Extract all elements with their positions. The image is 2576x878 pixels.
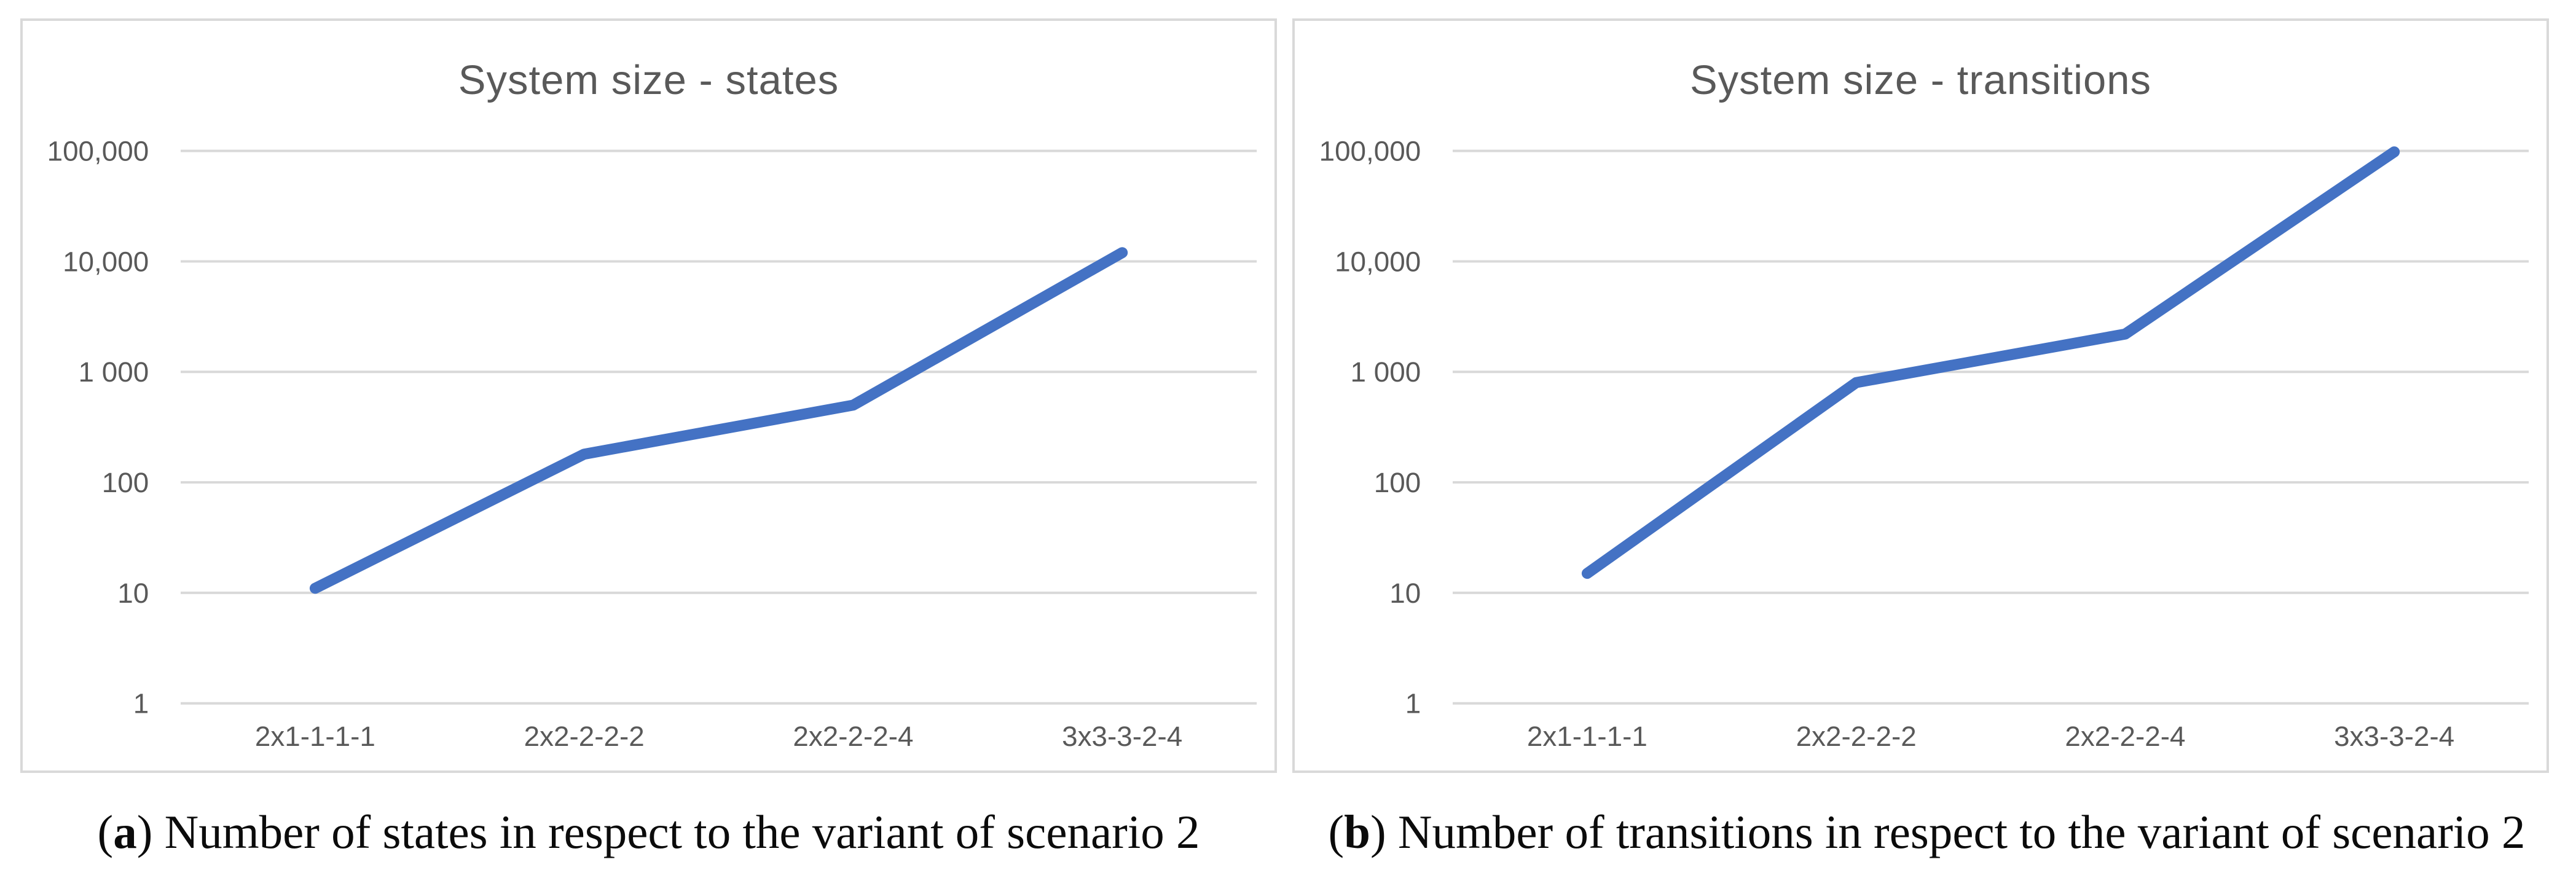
y-tick-label: 1 000 xyxy=(1351,356,1421,388)
x-category-label: 2x1-1-1-1 xyxy=(255,721,375,752)
y-tick-label: 1 xyxy=(1405,688,1421,719)
x-category-label: 3x3-3-2-4 xyxy=(2334,721,2454,752)
chart-panel-transitions: System size - transitions 100,000 10,000 1… xyxy=(1292,18,2549,773)
caption-a: (a) Number of states in respect to the v… xyxy=(8,805,1289,872)
caption-b-paren-open: ( xyxy=(1328,805,1345,858)
y-tick-label: 10,000 xyxy=(63,246,149,277)
caption-b: (b) Number of transitions in respect to … xyxy=(1286,805,2567,872)
chart-title-transitions: System size - transitions xyxy=(1689,57,2152,103)
line-chart-states: 100,000 10,000 1 000 100 10 1 2x1-1-1-1 2x2-2-2… xyxy=(47,136,1257,752)
x-category-label: 2x2-2-2-2 xyxy=(1796,721,1917,752)
caption-a-paren-open: ( xyxy=(97,805,114,858)
y-tick-label: 1 xyxy=(133,688,149,719)
y-tick-label: 100 xyxy=(1374,467,1421,498)
caption-b-paren-close: ) xyxy=(1370,805,1398,858)
caption-a-text: Number of states in respect to the varia… xyxy=(164,805,1200,858)
y-tick-label: 10 xyxy=(1389,578,1421,609)
y-tick-label: 100,000 xyxy=(1319,136,1421,167)
caption-b-letter: b xyxy=(1344,805,1370,858)
chart-title-states: System size - states xyxy=(458,57,839,103)
y-tick-label: 100 xyxy=(102,467,149,498)
x-category-label: 2x2-2-2-4 xyxy=(793,721,913,752)
x-category-label: 2x1-1-1-1 xyxy=(1527,721,1647,752)
y-tick-label: 100,000 xyxy=(47,136,149,167)
y-tick-label: 10 xyxy=(117,578,149,609)
x-category-label: 3x3-3-2-4 xyxy=(1062,721,1182,752)
data-series-line xyxy=(309,247,1128,594)
caption-a-paren-close: ) xyxy=(136,805,165,858)
y-tick-label: 1 000 xyxy=(79,356,149,388)
caption-b-text: Number of transitions in respect to the … xyxy=(1397,805,2526,858)
line-chart-transitions: 100,000 10,000 1 000 100 10 1 2x1-1-1-1 2x2-2-2… xyxy=(1319,136,2529,752)
x-category-label: 2x2-2-2-2 xyxy=(524,721,645,752)
data-series-line xyxy=(1581,146,2400,579)
y-tick-label: 10,000 xyxy=(1335,246,1421,277)
chart-panel-states: System size - states 100,000 10,000 1 000 1… xyxy=(20,18,1277,773)
x-category-label: 2x2-2-2-4 xyxy=(2065,721,2185,752)
caption-a-letter: a xyxy=(113,805,137,858)
